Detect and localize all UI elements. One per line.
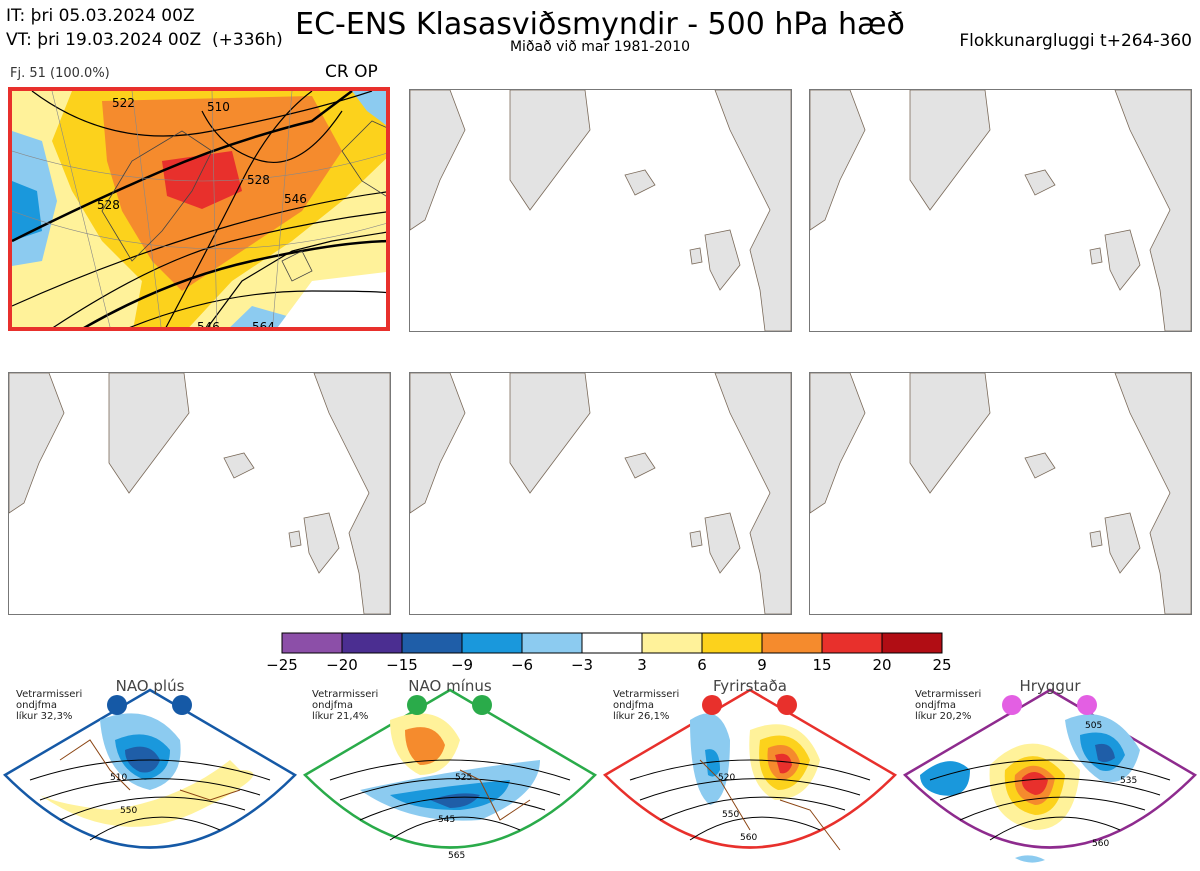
colorbar-swatch [641, 632, 703, 654]
regime-contour-label: 510 [110, 773, 127, 783]
colorbar-tick-label: −9 [450, 656, 474, 674]
coastline-map [9, 373, 390, 614]
regime-contour-label: 550 [120, 806, 137, 816]
colorbar-tick-label: 6 [697, 656, 707, 674]
cluster-count-label: Fj. 51 (100.0%) [10, 66, 110, 81]
regime-info: Vetrarmisseri ondjfma líkur 26,1% [613, 689, 680, 722]
page-title: EC-ENS Klasasviðsmyndir - 500 hPa hæð [295, 7, 905, 42]
colorbar-tick-label: −15 [386, 656, 418, 674]
colorbar-tick-label: −6 [510, 656, 534, 674]
empty-map-panel[interactable] [409, 372, 792, 615]
coastline-map [410, 90, 791, 331]
colorbar-swatch [881, 632, 943, 654]
valid-time: VT: þri 19.03.2024 00Z (+336h) [6, 30, 283, 50]
colorbar-tick-label: 9 [757, 656, 767, 674]
regime-contour-label: 535 [1120, 776, 1137, 786]
regime-contour-label: 550 [722, 810, 739, 820]
regime-map: 505 535 560 [902, 688, 1198, 863]
contour-label: 546 [197, 320, 220, 331]
contour-label: 564 [252, 320, 275, 331]
page-subtitle: Miðað við mar 1981-2010 [509, 39, 691, 55]
contour-label: 528 [97, 198, 120, 212]
colorbar-swatch [581, 632, 643, 654]
regime-map: 510 550 [2, 688, 298, 849]
colorbar-swatch [281, 632, 343, 654]
contour-label: 510 [207, 100, 230, 114]
colorbar-swatch [821, 632, 883, 654]
colorbar-tick-label: −25 [266, 656, 298, 674]
colorbar-swatch [341, 632, 403, 654]
regime-contour-label: 560 [1092, 839, 1109, 849]
regime-map: 525 545 565 [302, 688, 598, 861]
regime-panel-nao-plus[interactable]: 510 550 [0, 680, 300, 871]
colorbar [281, 632, 943, 654]
colorbar-swatch [521, 632, 583, 654]
empty-map-panel[interactable] [409, 89, 792, 332]
colorbar-tick-label: −20 [326, 656, 358, 674]
regime-map: 520 550 560 [602, 688, 898, 851]
regime-name: Hryggur [1019, 677, 1081, 695]
colorbar-tick-label: 20 [872, 656, 892, 674]
colorbar-swatch [461, 632, 523, 654]
issue-time: IT: þri 05.03.2024 00Z [6, 6, 195, 26]
regime-info: Vetrarmisseri ondjfma líkur 32,3% [16, 689, 83, 722]
empty-map-panel[interactable] [809, 372, 1192, 615]
header-info: IT: þri 05.03.2024 00Z VT: þri 19.03.202… [6, 4, 283, 52]
regime-panel-ridge[interactable]: 505 535 560 [900, 680, 1200, 871]
classification-window: Flokkunargluggi t+264-360 [959, 31, 1192, 51]
regime-info: Vetrarmisseri ondjfma líkur 20,2% [915, 689, 982, 722]
colorbar-tick-label: −3 [570, 656, 594, 674]
regime-contour-label: 505 [1085, 721, 1102, 731]
contour-label: 522 [112, 96, 135, 110]
regime-name: NAO plús [115, 677, 185, 695]
regime-name: Fyrirstaða [713, 677, 787, 695]
colorbar-swatch [401, 632, 463, 654]
regime-contour-label: 520 [718, 773, 735, 783]
contour-label: 546 [284, 192, 307, 206]
regime-contour-label: 560 [740, 833, 757, 843]
regime-name: NAO mínus [408, 677, 492, 695]
colorbar-tick-label: 3 [637, 656, 647, 674]
regime-contour-label: 565 [448, 851, 465, 861]
contour-label: 528 [247, 173, 270, 187]
cluster-tag: CR OP [325, 62, 378, 82]
empty-map-panel[interactable] [8, 372, 391, 615]
empty-map-panel[interactable] [809, 89, 1192, 332]
coastline-map [410, 373, 791, 614]
regime-contour-label: 545 [438, 815, 455, 825]
colorbar-swatch [701, 632, 763, 654]
colorbar-swatch [761, 632, 823, 654]
coastline-map [810, 373, 1191, 614]
cluster-map[interactable]: 510 528 528 546 546 564 522 [8, 87, 390, 331]
colorbar-tick-label: 15 [812, 656, 832, 674]
coastline-map [810, 90, 1191, 331]
colorbar-tick-label: 25 [932, 656, 952, 674]
regime-panel-nao-minus[interactable]: 525 545 565 [300, 680, 600, 871]
regime-panel-blocking[interactable]: 520 550 560 [600, 680, 900, 871]
cluster-map-graphic: 510 528 528 546 546 564 522 [12, 91, 386, 331]
regime-info: Vetrarmisseri ondjfma líkur 21,4% [312, 689, 379, 722]
regime-contour-label: 525 [455, 773, 472, 783]
